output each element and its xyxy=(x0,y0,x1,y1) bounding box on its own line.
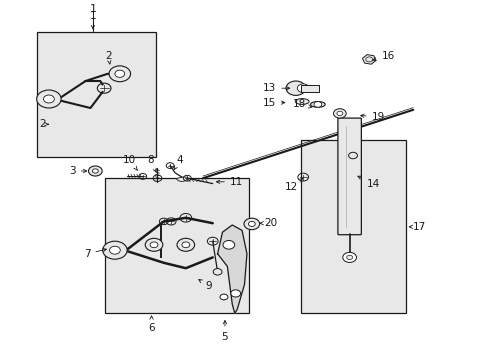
Text: 10: 10 xyxy=(123,155,137,170)
Text: 7: 7 xyxy=(83,248,106,259)
Bar xyxy=(37,32,156,157)
Circle shape xyxy=(297,84,308,93)
Circle shape xyxy=(102,241,127,259)
Circle shape xyxy=(109,246,120,254)
Circle shape xyxy=(333,109,346,118)
Circle shape xyxy=(230,290,240,297)
Text: 6: 6 xyxy=(148,316,155,333)
Text: 16: 16 xyxy=(372,51,394,61)
Text: 8: 8 xyxy=(147,155,156,172)
Circle shape xyxy=(92,169,98,173)
Text: 14: 14 xyxy=(357,176,379,189)
Text: 19: 19 xyxy=(360,112,384,122)
Text: 20: 20 xyxy=(260,218,277,228)
FancyBboxPatch shape xyxy=(337,118,361,235)
Bar xyxy=(300,140,405,313)
Text: 5: 5 xyxy=(221,320,228,342)
Circle shape xyxy=(145,238,163,251)
Circle shape xyxy=(285,81,305,95)
Text: 11: 11 xyxy=(216,177,243,187)
Circle shape xyxy=(182,242,189,248)
Text: 9: 9 xyxy=(199,279,212,291)
Text: 2: 2 xyxy=(39,119,48,129)
Circle shape xyxy=(213,269,222,275)
Text: 15: 15 xyxy=(263,98,284,108)
Circle shape xyxy=(220,294,227,300)
Circle shape xyxy=(342,252,356,262)
Ellipse shape xyxy=(310,102,325,107)
Text: 13: 13 xyxy=(263,83,289,93)
Text: 1: 1 xyxy=(89,11,96,29)
Text: 18: 18 xyxy=(292,99,311,109)
Text: 17: 17 xyxy=(408,222,426,232)
Circle shape xyxy=(177,238,194,251)
Circle shape xyxy=(150,242,158,248)
Text: 3: 3 xyxy=(69,166,86,176)
Ellipse shape xyxy=(295,99,308,104)
Bar xyxy=(300,85,319,92)
Text: 4: 4 xyxy=(174,155,183,170)
Polygon shape xyxy=(217,225,246,313)
Text: 1: 1 xyxy=(89,4,96,14)
Circle shape xyxy=(43,95,54,103)
Circle shape xyxy=(37,90,61,108)
Circle shape xyxy=(109,66,130,82)
Circle shape xyxy=(244,218,259,230)
Wedge shape xyxy=(176,177,187,181)
Circle shape xyxy=(346,255,352,260)
Circle shape xyxy=(88,166,102,176)
Circle shape xyxy=(336,111,342,116)
Bar xyxy=(105,178,249,313)
Text: 2: 2 xyxy=(105,51,112,64)
Circle shape xyxy=(223,240,234,249)
Circle shape xyxy=(115,70,124,77)
Circle shape xyxy=(248,221,255,226)
Circle shape xyxy=(313,102,321,107)
Text: 12: 12 xyxy=(284,179,302,192)
